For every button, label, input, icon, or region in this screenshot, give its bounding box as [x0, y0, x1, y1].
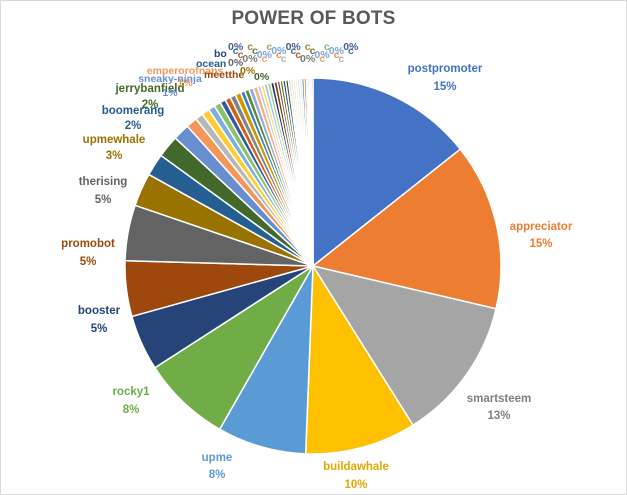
- pie-slice-postpromoter: [312, 77, 462, 268]
- slice-label-postpromoter: postpromoter: [408, 63, 483, 75]
- chart-title: POWER OF BOTS: [231, 8, 396, 29]
- slice-pct-promobot: 5%: [80, 256, 97, 268]
- slice-label-therising: therising: [79, 176, 128, 188]
- clutter-mark-16: c: [305, 41, 311, 53]
- clutter-mark-9: 0%: [271, 45, 287, 57]
- pie-slice-appreciator: [311, 148, 502, 310]
- slice-pct-appreciator: 15%: [529, 238, 552, 250]
- slice-label-emperorofnaps: emperorofnaps: [147, 65, 224, 77]
- clutter-mark-18: 0%: [314, 49, 330, 61]
- clutter-label-4: 0%: [240, 65, 256, 77]
- pie-slice-buildawhale: [304, 263, 415, 455]
- clutter-mark-22: c: [334, 49, 340, 61]
- clutter-mark-0: 0%: [228, 41, 244, 53]
- clutter-mark-25: c: [348, 45, 354, 57]
- slice-pct-emperorofnaps: 1%: [177, 77, 193, 89]
- slice-label-smartsteem: smartsteem: [467, 393, 532, 405]
- clutter-mark-5: c: [252, 45, 258, 57]
- clutter-label-1: ocean: [196, 58, 226, 70]
- slice-label-rocky1: rocky1: [112, 386, 150, 398]
- slice-pct-jerrybanfield: 2%: [142, 99, 159, 111]
- slice-pct-upme: 8%: [209, 469, 226, 481]
- slice-pct-therising: 5%: [95, 194, 112, 206]
- clutter-mark-20: c: [324, 41, 330, 53]
- clutter-mark-4: c: [247, 41, 253, 53]
- clutter-mark-14: c: [295, 49, 301, 61]
- clutter-mark-11: c: [281, 53, 287, 65]
- slice-pct-buildawhale: 10%: [344, 479, 367, 491]
- slice-label-promobot: promobot: [61, 238, 115, 250]
- slice-pct-sneaky-ninja: 1%: [162, 87, 178, 99]
- slice-label-buildawhale: buildawhale: [323, 461, 389, 473]
- slice-pct-upmewhale: 3%: [106, 150, 123, 162]
- clutter-label-2: meetthe: [204, 69, 244, 81]
- slice-label-boomerang: boomerang: [102, 105, 165, 117]
- slice-pct-smartsteem: 13%: [487, 410, 510, 422]
- clutter-mark-24: 0%: [343, 41, 359, 53]
- slice-pct-booster: 5%: [91, 323, 108, 335]
- slice-label-jerrybanfield: jerrybanfield: [114, 83, 184, 95]
- clutter-mark-2: c: [238, 49, 244, 61]
- clutter-label-0: bo: [214, 48, 227, 60]
- clutter-mark-15: 0%: [300, 53, 316, 65]
- slice-pct-postpromoter: 15%: [433, 81, 456, 93]
- clutter-mark-13: c: [290, 45, 296, 57]
- pie-slice-smartsteem: [311, 264, 497, 427]
- clutter-label-5: 0%: [254, 71, 270, 83]
- clutter-mark-8: c: [266, 41, 272, 53]
- clutter-mark-1: c: [233, 45, 239, 57]
- slice-label-appreciator: appreciator: [510, 221, 573, 233]
- slice-label-booster: booster: [78, 305, 121, 317]
- slice-label-sneaky-ninja: sneaky-ninja: [138, 73, 202, 85]
- slice-label-upme: upme: [202, 452, 233, 464]
- slice-pct-rocky1: 8%: [123, 404, 140, 416]
- pie-slice-47: [310, 77, 314, 267]
- clutter-mark-23: c: [338, 53, 344, 65]
- clutter-mark-17: c: [310, 45, 316, 57]
- clutter-mark-7: c: [262, 53, 268, 65]
- clutter-mark-6: 0%: [257, 49, 273, 61]
- clutter-mark-21: 0%: [329, 45, 345, 57]
- slice-pct-boomerang: 2%: [125, 120, 142, 132]
- clutter-mark-3: 0%: [242, 53, 258, 65]
- clutter-mark-10: c: [276, 49, 282, 61]
- clutter-mark-12: 0%: [286, 41, 302, 53]
- clutter-mark-19: c: [319, 53, 325, 65]
- slice-label-upmewhale: upmewhale: [83, 134, 146, 146]
- clutter-label-3: 0%: [228, 57, 244, 69]
